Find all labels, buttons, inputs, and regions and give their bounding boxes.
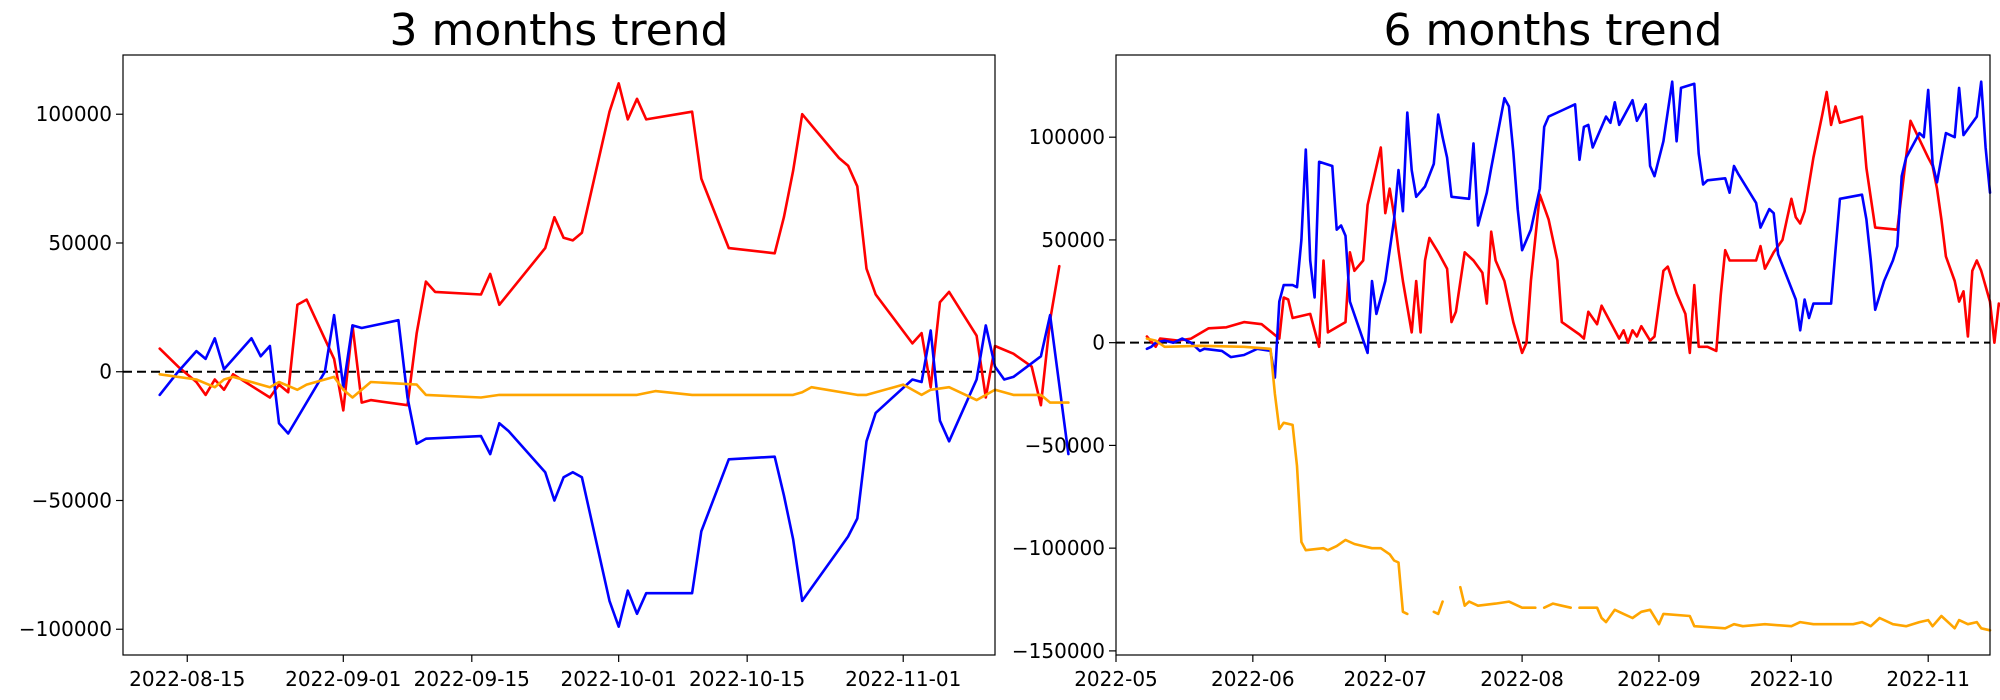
series-layer — [123, 82, 1070, 628]
x-tick-label: 2022-06 — [1211, 667, 1295, 691]
y-tick-label: −50000 — [32, 488, 112, 512]
x-tick-label: 2022-09 — [1617, 667, 1701, 691]
chart-3-months: 3 months trend −100000 −50000 0 50000 100000… — [19, 5, 1070, 691]
chart-title: 3 months trend — [390, 5, 729, 56]
y-tick-label: −100000 — [1012, 536, 1105, 560]
x-tick-label: 2022-11 — [1886, 667, 1970, 691]
y-tick-label: 0 — [1092, 331, 1105, 355]
x-tick-label: 2022-09-15 — [414, 667, 530, 691]
y-tick-label: 100000 — [1029, 125, 1105, 149]
series-layer — [1116, 80, 2000, 632]
series-line-blue — [158, 313, 1070, 628]
y-tick-label: 100000 — [36, 102, 112, 126]
series-line-orange — [1145, 337, 1992, 632]
axis-layer: −150000 −100000 −50000 0 50000 100000 2022-05 2… — [1012, 125, 1970, 691]
y-tick-label: 50000 — [1041, 228, 1105, 252]
plot-frame — [1115, 54, 1991, 656]
plot-frame — [122, 54, 996, 656]
chart-title: 6 months trend — [1384, 5, 1723, 56]
series-line-blue — [1145, 80, 1992, 379]
x-tick-label: 2022-05 — [1074, 667, 1158, 691]
x-tick-label: 2022-09-01 — [285, 667, 401, 691]
y-tick-label: 50000 — [48, 231, 112, 255]
series-line-red — [1145, 90, 2000, 355]
y-tick-label: 0 — [99, 360, 112, 384]
x-tick-label: 2022-08 — [1480, 667, 1564, 691]
y-tick-label: −50000 — [1025, 433, 1105, 457]
x-tick-label: 2022-11-01 — [845, 667, 961, 691]
series-line-orange — [158, 373, 1070, 404]
x-tick-label: 2022-10-15 — [689, 667, 805, 691]
y-tick-label: −100000 — [19, 617, 112, 641]
y-tick-label: −150000 — [1012, 639, 1105, 663]
x-tick-label: 2022-10 — [1750, 667, 1834, 691]
x-tick-label: 2022-07 — [1343, 667, 1427, 691]
axis-layer: −100000 −50000 0 50000 100000 2022-08-15 2022-… — [19, 102, 961, 691]
x-tick-label: 2022-08-15 — [129, 667, 245, 691]
x-tick-label: 2022-10-01 — [561, 667, 677, 691]
chart-6-months: 6 months trend −150000 −100000 −50000 0 5000… — [1012, 5, 2000, 691]
